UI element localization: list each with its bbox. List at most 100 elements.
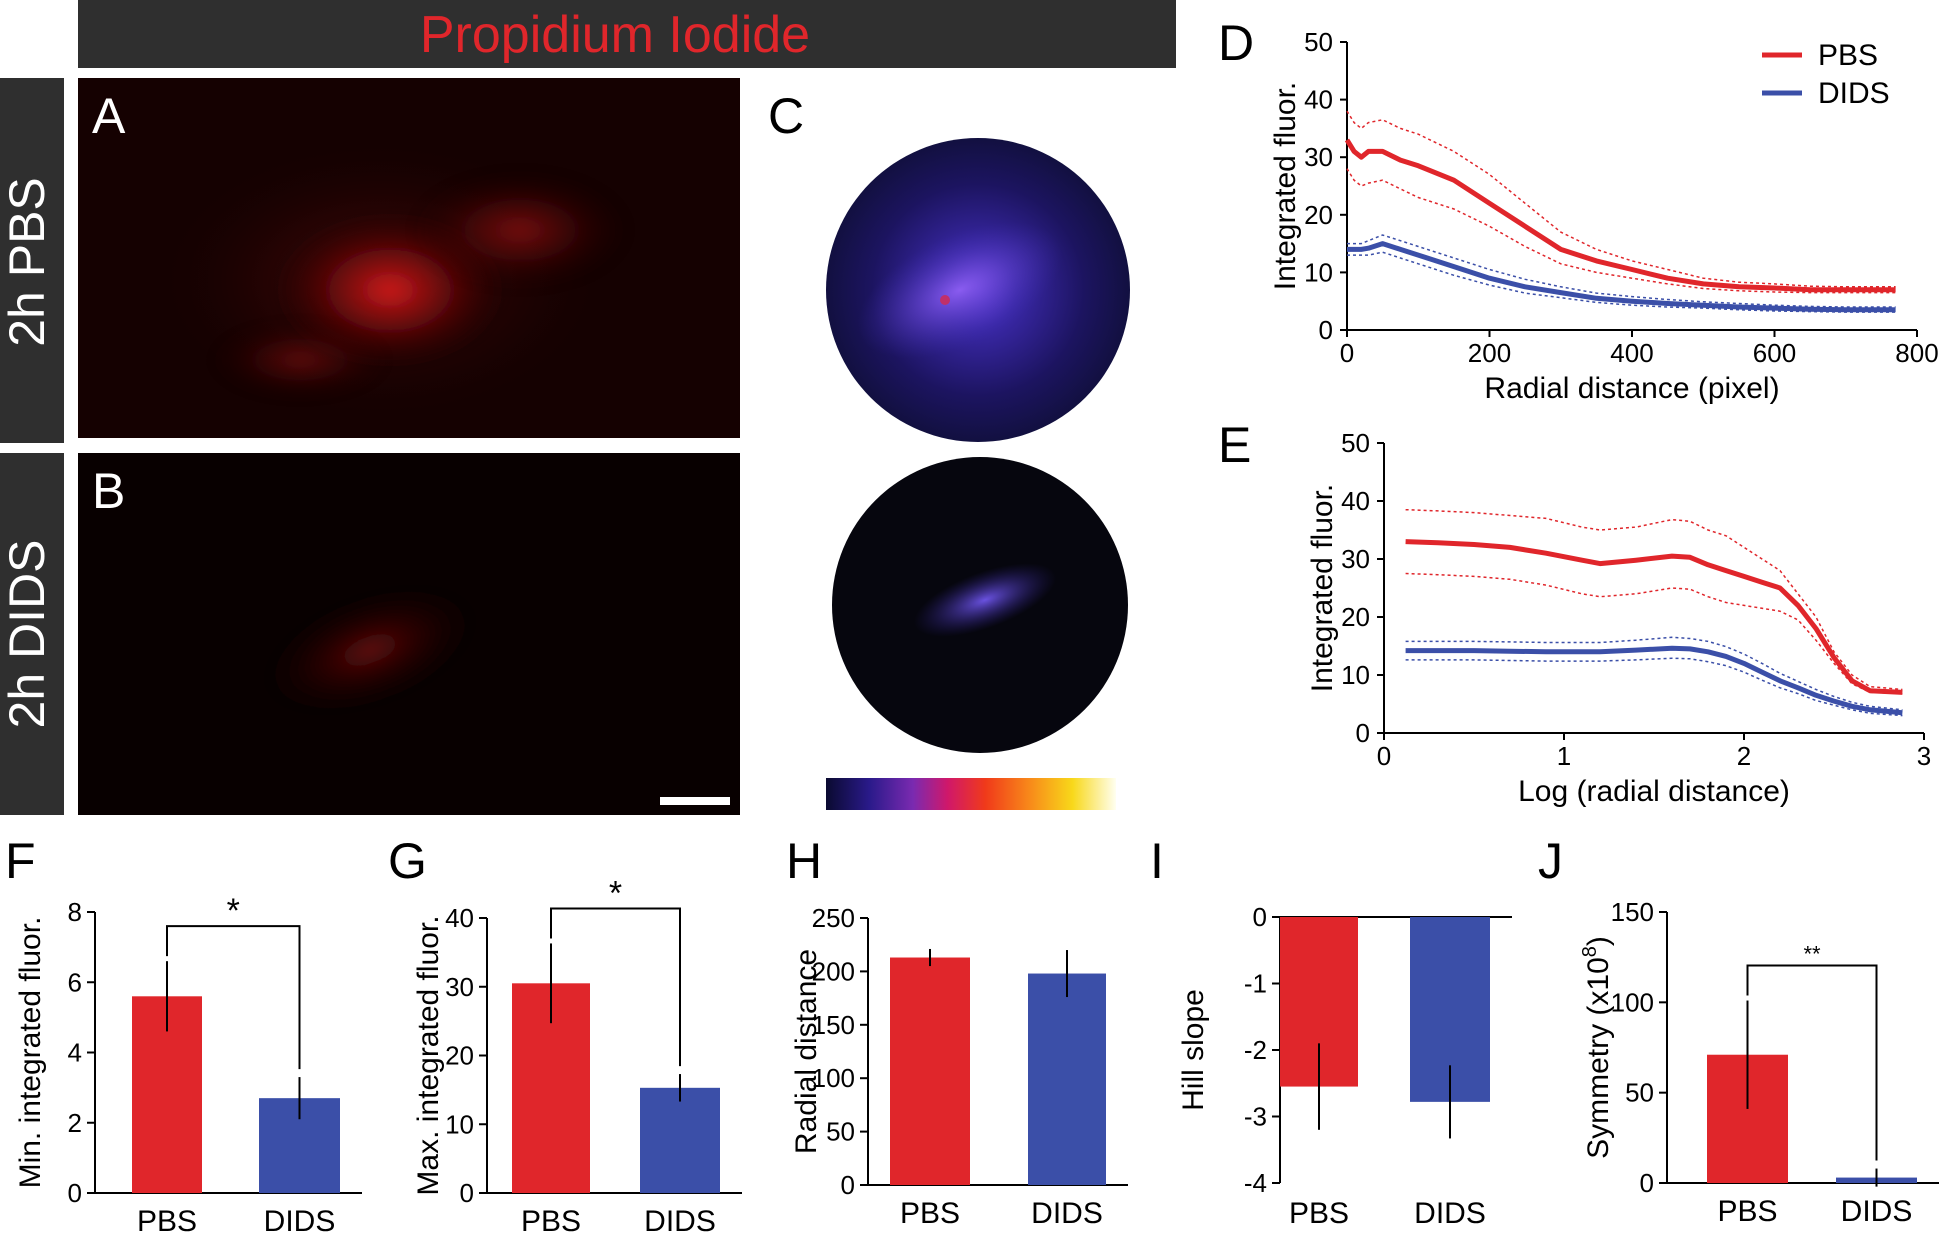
colormap-bar: [826, 778, 1116, 810]
y-tick-label: 10: [445, 1109, 474, 1139]
x-tick-label: 600: [1753, 338, 1796, 368]
y-axis-label: Max. integrated fluor.: [412, 915, 445, 1195]
y-tick-label: -4: [1244, 1168, 1267, 1198]
y-tick-label: 100: [1611, 987, 1654, 1017]
panel-letter: D: [1218, 15, 1254, 71]
y-tick-label: 250: [812, 903, 855, 933]
legend-label-dids: DIDS: [1818, 77, 1890, 110]
y-tick-label: 2: [68, 1108, 82, 1138]
y-tick-label: 0: [1253, 902, 1267, 932]
series-lower-bound-pbs: [1405, 572, 1903, 695]
row-label-text: 2h PBS: [0, 177, 55, 347]
micrograph-a: A: [78, 78, 740, 438]
category-label: PBS: [1289, 1197, 1349, 1230]
series-line-pbs: [1405, 539, 1903, 695]
significance-marker: *: [227, 892, 240, 930]
series-upper-bound-dids: [1405, 636, 1903, 711]
x-tick-label: 0: [1340, 338, 1354, 368]
y-tick-label: 0: [1640, 1168, 1654, 1198]
bar-pbs: [890, 957, 970, 1185]
x-tick-label: 400: [1610, 338, 1653, 368]
y-tick-label: -1: [1244, 969, 1267, 999]
y-tick-label: -2: [1244, 1035, 1267, 1065]
y-tick-label: 150: [812, 1010, 855, 1040]
bar-dids: [1028, 973, 1106, 1185]
legend-label-pbs: PBS: [1818, 39, 1878, 72]
x-axis-label: Radial distance (pixel): [1484, 372, 1779, 405]
series-upper-bound-dids: [1347, 234, 1896, 308]
panel-letter: H: [786, 833, 822, 889]
y-tick-label: 100: [812, 1063, 855, 1093]
panel-letter: E: [1218, 417, 1251, 473]
panel-letter: G: [388, 833, 427, 889]
series-upper-bound-pbs: [1346, 110, 1896, 288]
chart-d: D 0 200 400 600 800 0 10 20 30 40 50 Radial distance…: [1218, 15, 1939, 405]
y-tick-label: 40: [445, 903, 474, 933]
y-axis-label: Min. integrated fluor.: [14, 917, 47, 1189]
category-label: DIDS: [644, 1205, 716, 1234]
y-tick-label: 6: [68, 967, 82, 997]
category-label: PBS: [900, 1197, 960, 1230]
y-tick-label: -3: [1244, 1102, 1267, 1132]
panel-c: C: [768, 88, 1130, 810]
panel-letter-c: C: [768, 88, 804, 144]
chart-h: H 0 50 100 150 200 250 Radial distance PBS DIDS: [786, 833, 1128, 1230]
y-axis-label: Radial distance: [790, 949, 823, 1154]
y-tick-label: 10: [1304, 257, 1333, 287]
category-label: DIDS: [1031, 1197, 1103, 1230]
series-line-dids: [1347, 241, 1896, 313]
y-tick-label: 0: [68, 1178, 82, 1208]
row-label-pbs: 2h PBS: [0, 78, 64, 443]
series-lower-bound-dids: [1405, 657, 1903, 717]
x-tick-label: 800: [1895, 338, 1938, 368]
micrograph-b: B: [78, 453, 740, 815]
y-axis-label: Integrated fluor.: [1269, 82, 1302, 290]
y-tick-label: 20: [445, 1041, 474, 1071]
title-banner: Propidium Iodide: [78, 0, 1176, 68]
series-line-pbs: [1344, 138, 1896, 293]
x-tick-label: 200: [1468, 338, 1511, 368]
y-tick-label: 200: [812, 956, 855, 986]
y-tick-label: 40: [1304, 85, 1333, 115]
category-label: DIDS: [264, 1205, 336, 1234]
y-tick-label: 50: [1625, 1078, 1654, 1108]
y-tick-label: 4: [68, 1038, 82, 1068]
y-tick-label: 0: [1356, 718, 1370, 748]
y-tick-label: 40: [1341, 486, 1370, 516]
y-tick-label: 50: [826, 1117, 855, 1147]
x-tick-label: 0: [1377, 741, 1391, 771]
series-line-dids: [1405, 645, 1903, 716]
y-tick-label: 30: [1341, 544, 1370, 574]
y-tick-label: 0: [841, 1170, 855, 1200]
panel-letter-a: A: [92, 88, 126, 144]
bar-dids: [640, 1087, 720, 1193]
x-tick-label: 3: [1917, 741, 1931, 771]
y-axis-label: Hill slope: [1177, 989, 1210, 1111]
y-tick-label: 30: [1304, 142, 1333, 172]
y-tick-label: 50: [1304, 27, 1333, 57]
series-lower-bound-dids: [1347, 251, 1896, 313]
row-label-text: 2h DIDS: [0, 540, 55, 729]
panel-letter: I: [1150, 833, 1164, 889]
chart-f: F 0 2 4 6 8 Min. integrated fluor. PBS DIDS *: [5, 833, 362, 1234]
y-tick-label: 0: [1319, 315, 1333, 345]
y-tick-label: 20: [1341, 602, 1370, 632]
x-tick-label: 2: [1737, 741, 1751, 771]
panel-letter-b: B: [92, 463, 125, 519]
category-label: PBS: [521, 1205, 581, 1234]
y-tick-label: 20: [1304, 200, 1333, 230]
chart-j: J 0 50 100 150 Symmetry (x108) PBS DIDS **: [1538, 833, 1939, 1228]
x-axis-label: Log (radial distance): [1518, 775, 1790, 808]
significance-marker: *: [609, 874, 622, 912]
panel-letter: F: [5, 833, 36, 889]
y-tick-label: 30: [445, 972, 474, 1002]
series-upper-bound-pbs: [1405, 508, 1903, 691]
series-lower-bound-pbs: [1346, 168, 1896, 294]
row-label-dids: 2h DIDS: [0, 453, 64, 815]
category-label: DIDS: [1414, 1197, 1486, 1230]
chart-i: I -4 -3 -2 -1 0 Hill slope PBS DIDS: [1150, 833, 1512, 1230]
y-tick-label: 50: [1341, 428, 1370, 458]
banner-title: Propidium Iodide: [420, 6, 810, 64]
